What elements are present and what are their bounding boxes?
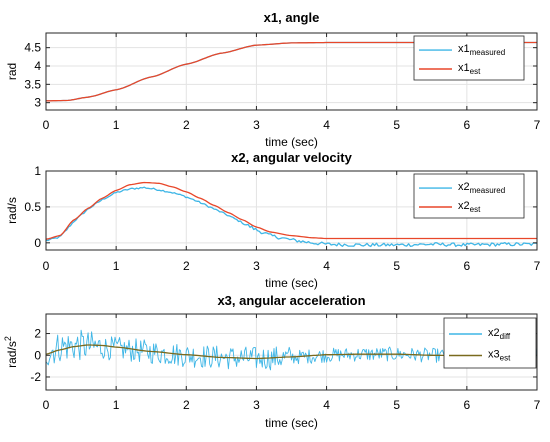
legend-entry-subscript: measured — [470, 186, 506, 195]
legend-entry-label: x1measured — [458, 43, 505, 57]
x-tick-label: 1 — [113, 118, 120, 132]
series-line-x2-measured — [45, 186, 538, 248]
y-tick-label: 1 — [34, 164, 41, 178]
y-tick-label: 0.5 — [24, 200, 41, 214]
x-tick-label: 7 — [534, 398, 541, 412]
chart-title: x1, angle — [264, 10, 320, 25]
x-tick-label: 0 — [43, 398, 50, 412]
legend-entry-main: x2 — [458, 200, 470, 212]
y-axis-label: rad/s — [5, 197, 19, 224]
legend-entry-main: x3 — [488, 349, 500, 361]
legend-entry-main: x2 — [458, 181, 470, 193]
x-tick-label: 2 — [183, 259, 190, 273]
x-axis-label: time (sec) — [265, 276, 318, 290]
x-tick-label: 7 — [534, 259, 541, 273]
legend-entry-main: x1 — [458, 43, 470, 55]
y-axis-label: rad — [5, 63, 19, 80]
chart-title: x3, angular acceleration — [217, 293, 365, 308]
x-tick-label: 3 — [253, 259, 260, 273]
plot-panel-2: 0 1 2 3 4 5 6 7 0 0.5 1 x2, angular velocity time (s… — [5, 150, 541, 290]
x-tick-label: 6 — [464, 259, 471, 273]
x-tick-label: 5 — [393, 398, 400, 412]
y-tick-label: 3 — [34, 96, 41, 110]
x-tick-label: 6 — [464, 118, 471, 132]
plot-panel-1: 0 1 2 3 4 5 6 7 3 3.5 4 4.5 x1, angle time (sec) rad x1… — [5, 10, 541, 149]
legend-entry-label: x2est — [458, 200, 481, 214]
y-tick-label: -2 — [30, 370, 41, 384]
legend-entry-label: x1est — [458, 62, 481, 76]
legend-box — [443, 317, 537, 369]
y-tick-label: 0 — [34, 348, 41, 362]
x-tick-label: 2 — [183, 398, 190, 412]
y-tick-label: 2 — [34, 327, 41, 341]
series-line-x2-est — [45, 181, 537, 240]
legend-box — [413, 35, 525, 81]
legend-box — [413, 173, 525, 219]
legend-entry-main: x2 — [488, 327, 500, 339]
x-axis-label: time (sec) — [265, 416, 318, 430]
axes-box — [45, 32, 538, 111]
legend-entry-subscript: measured — [470, 48, 506, 57]
y-tick-label: 0 — [34, 236, 41, 250]
x-tick-label: 7 — [534, 118, 541, 132]
legend-entry-main: x1 — [458, 62, 470, 74]
x-tick-label: 2 — [183, 118, 190, 132]
x-tick-label: 3 — [253, 118, 260, 132]
x-tick-label: 5 — [393, 118, 400, 132]
x-tick-label: 1 — [113, 259, 120, 273]
legend-entry-label: x2measured — [458, 181, 505, 195]
x-tick-label: 3 — [253, 398, 260, 412]
y-tick-label: 3.5 — [24, 77, 41, 91]
y-tick-label: 4 — [34, 59, 41, 73]
legend-entry-subscript: est — [470, 205, 481, 214]
y-axis-label: rad/s2 — [3, 336, 19, 368]
axes-box — [45, 170, 538, 251]
legend-entry-subscript: est — [500, 354, 511, 363]
x-tick-label: 0 — [43, 118, 50, 132]
x-tick-label: 4 — [323, 398, 330, 412]
chart-title: x2, angular velocity — [231, 150, 352, 165]
axes-box — [45, 313, 538, 391]
legend-entry-subscript: diff — [500, 332, 511, 341]
y-axis-label-superscript: 2 — [3, 336, 13, 341]
legend-entry-subscript: est — [470, 67, 481, 76]
x-tick-label: 5 — [393, 259, 400, 273]
y-tick-label: 4.5 — [24, 41, 41, 55]
x-tick-label: 0 — [43, 259, 50, 273]
x-tick-label: 1 — [113, 398, 120, 412]
x-tick-label: 4 — [323, 118, 330, 132]
x-tick-label: 4 — [323, 259, 330, 273]
legend-entry-label: x3est — [488, 349, 511, 363]
x-axis-label: time (sec) — [265, 135, 318, 149]
x-tick-label: 6 — [464, 398, 471, 412]
legend-entry-label: x2diff — [488, 327, 511, 341]
